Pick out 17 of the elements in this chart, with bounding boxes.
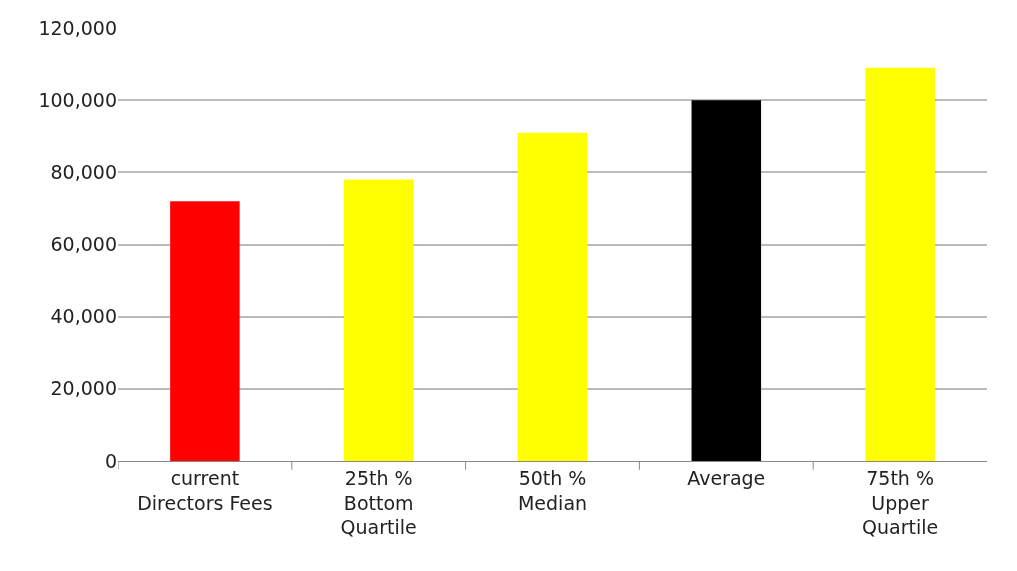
bar [343,179,414,461]
y-tick-label: 60,000 [50,233,117,256]
bar [691,100,762,461]
y-tick-label: 120,000 [38,16,117,39]
y-tick-label: 100,000 [38,88,117,111]
y-tick-label: 40,000 [50,305,117,328]
x-tick-label: 75th % Upper Quartile [862,466,939,539]
y-tick-label: 80,000 [50,160,117,183]
bar [170,201,240,461]
y-tick-label: 20,000 [50,377,117,400]
x-tick-label: 50th % Median [517,466,588,514]
x-tick-label: current Directors Fees [137,466,273,514]
x-tick-label: Average [687,466,766,489]
bar [865,67,935,461]
y-tick-label: 0 [104,449,117,472]
x-tick-label: 25th % Bottom Quartile [340,466,417,539]
bar [517,132,588,461]
